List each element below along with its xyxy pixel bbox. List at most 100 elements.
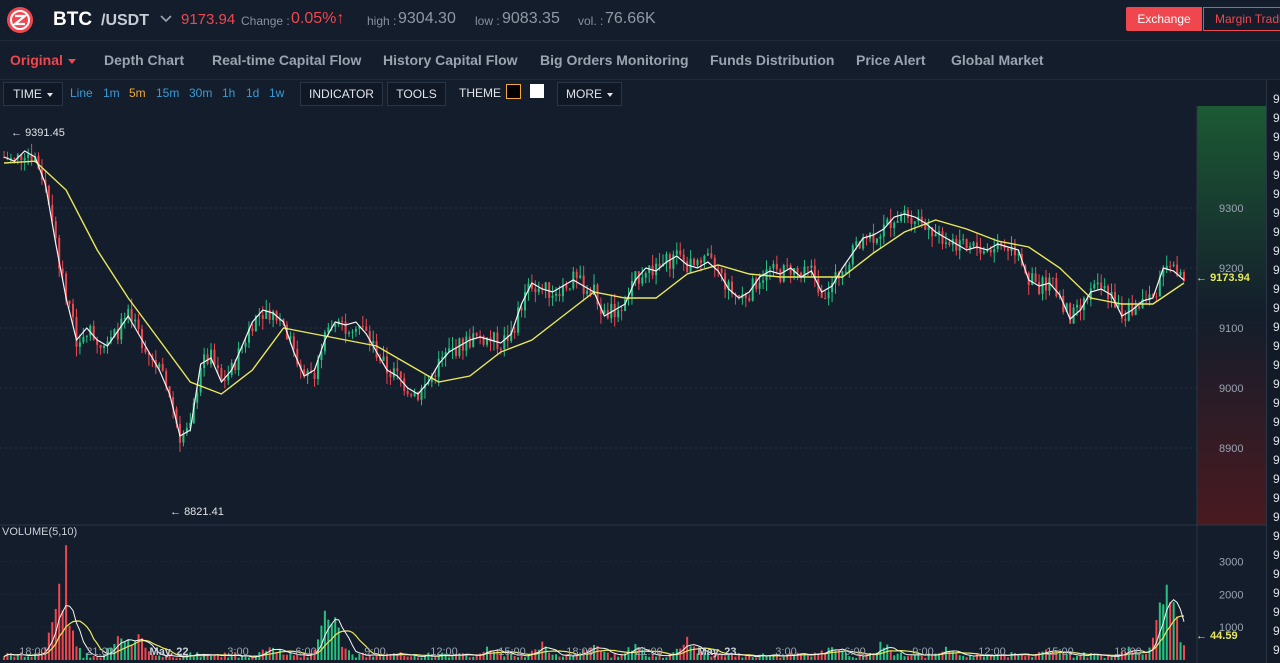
candle-body: [37, 156, 40, 169]
volume-bar: [272, 647, 275, 660]
theme-light-swatch[interactable]: [530, 84, 544, 98]
volume-bar: [178, 657, 181, 660]
volume-bar: [85, 653, 88, 660]
volume-bar: [20, 652, 23, 660]
candle-body: [306, 370, 309, 377]
candle-body: [103, 345, 106, 349]
interval-5m[interactable]: 5m: [129, 86, 146, 100]
candle-body: [1079, 304, 1082, 311]
order-book-price-digit: 9: [1273, 187, 1280, 201]
volume-bar: [423, 655, 426, 660]
interval-line[interactable]: Line: [70, 86, 93, 100]
interval-1w[interactable]: 1w: [269, 86, 285, 100]
volume-bar: [924, 657, 927, 660]
volume-bar: [458, 653, 461, 660]
candle-body: [927, 227, 930, 230]
pair-quote-symbol[interactable]: /USDT: [101, 12, 149, 29]
candle-body: [30, 154, 33, 161]
candle-body: [972, 242, 975, 246]
candle-body: [99, 344, 102, 349]
tab-original[interactable]: Original: [10, 52, 76, 68]
candle-body: [1148, 294, 1151, 301]
candle-body: [75, 317, 78, 347]
candle-body: [468, 336, 471, 348]
candle-body: [116, 329, 119, 340]
candle-body: [931, 227, 934, 237]
volume-bar: [341, 646, 344, 660]
volume-bar: [1165, 584, 1168, 660]
order-book-price-digit: 9: [1273, 548, 1280, 562]
candle-body: [220, 368, 223, 381]
candle-body: [675, 250, 678, 255]
order-book-price-digit: 9: [1273, 92, 1280, 106]
volume-bar: [986, 655, 989, 660]
candlestick-chart[interactable]: 9300 9200 9100 9000 8900 3000 2000 1000 18:00 2…: [0, 106, 1266, 663]
volume-bar: [1034, 654, 1037, 660]
candle-body: [234, 363, 237, 371]
candle-body: [993, 249, 996, 253]
candle-body: [296, 348, 299, 365]
candle-body: [172, 397, 175, 409]
volume-bar: [865, 654, 868, 660]
interval-1m[interactable]: 1m: [103, 86, 120, 100]
interval-1d[interactable]: 1d: [246, 86, 260, 100]
volume-bar: [1065, 653, 1068, 660]
pair-base-symbol[interactable]: BTC: [53, 9, 93, 30]
candle-body: [144, 348, 147, 353]
exchange-logo-icon[interactable]: [6, 6, 34, 34]
order-book-price-digit: 9: [1273, 567, 1280, 581]
volume-bar: [699, 651, 702, 660]
volume-bar: [192, 656, 195, 660]
volume-bar: [1051, 651, 1054, 660]
chevron-down-icon[interactable]: [160, 14, 172, 24]
tab-global-market[interactable]: Global Market: [951, 52, 1044, 68]
volume-bar: [275, 651, 278, 660]
volume-bar: [855, 657, 858, 660]
caret-down-icon: [46, 92, 53, 97]
tools-button[interactable]: TOOLS: [387, 82, 446, 106]
tab-depth-chart[interactable]: Depth Chart: [104, 52, 185, 68]
theme-dark-swatch[interactable]: [506, 84, 521, 99]
tab-big-orders-monitoring[interactable]: Big Orders Monitoring: [540, 52, 689, 68]
candle-body: [147, 352, 150, 356]
interval-1h[interactable]: 1h: [222, 86, 236, 100]
tab-price-alert[interactable]: Price Alert: [856, 52, 926, 68]
volume-bar: [292, 655, 295, 660]
tab-history-capital-flow[interactable]: History Capital Flow: [383, 52, 518, 68]
indicator-button[interactable]: INDICATOR: [300, 82, 383, 106]
volume-bar: [1069, 653, 1072, 660]
tab-real-time-capital-flow[interactable]: Real-time Capital Flow: [212, 52, 362, 68]
exchange-button[interactable]: Exchange: [1126, 7, 1202, 31]
interval-30m[interactable]: 30m: [189, 86, 213, 100]
volume-bar: [710, 656, 713, 660]
price-axis-labels: 9300 9200 9100 9000 8900: [1219, 203, 1243, 455]
volume-bar: [448, 657, 451, 660]
candle-body: [279, 319, 282, 321]
candle-body: [320, 351, 323, 361]
volume-bar: [751, 657, 754, 660]
volume-bar: [862, 656, 865, 660]
candle-body: [130, 309, 133, 322]
volume-bar: [461, 653, 464, 660]
volume-bar: [451, 656, 454, 660]
interval-15m[interactable]: 15m: [156, 86, 180, 100]
candle-body: [244, 342, 247, 347]
volume-bar: [1093, 653, 1096, 660]
volume-bar: [68, 625, 71, 660]
margin-trading-button[interactable]: Margin Trading: [1203, 7, 1280, 31]
candle-body: [1055, 278, 1058, 297]
volume-bar: [641, 649, 644, 660]
time-dropdown[interactable]: TIME: [3, 82, 63, 106]
volume-bar: [620, 653, 623, 660]
volume-bar: [599, 651, 602, 660]
volume-bar: [351, 654, 354, 660]
volume-bar: [786, 654, 789, 660]
volume-bar: [617, 656, 620, 660]
tab-funds-distribution[interactable]: Funds Distribution: [710, 52, 835, 68]
candle-body: [834, 272, 837, 284]
volume-bar: [555, 654, 558, 660]
volume-bar: [548, 652, 551, 660]
more-dropdown[interactable]: MORE: [557, 82, 622, 106]
volume-bar: [517, 657, 520, 660]
tab-original-label: Original: [10, 52, 63, 68]
